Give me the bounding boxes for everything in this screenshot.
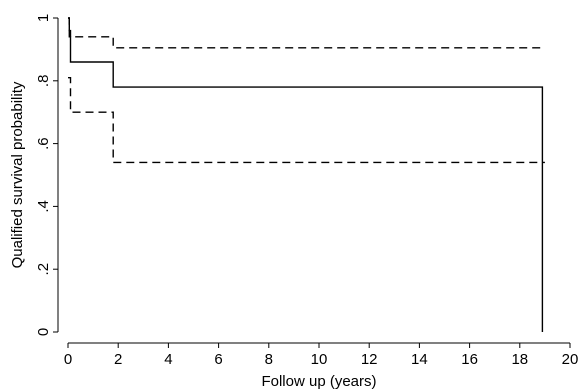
x-tick-label: 8: [265, 351, 273, 368]
y-tick-label: 1: [35, 14, 52, 22]
x-tick-label: 6: [214, 351, 222, 368]
x-tick-label: 20: [562, 351, 579, 368]
x-tick-label: 18: [511, 351, 528, 368]
x-tick-label: 4: [164, 351, 172, 368]
x-tick-label: 0: [64, 351, 72, 368]
x-ticks: 0 2 4 6 8 10 12 14 16 18 20: [64, 343, 579, 368]
y-tick-label: 0: [35, 328, 52, 336]
series-line-3: [68, 76, 545, 164]
x-axis-title: Follow up (years): [261, 373, 376, 390]
series-line-1: [68, 17, 544, 332]
x-tick-label: 16: [461, 351, 478, 368]
y-ticks: 0 .2 .4 .6 .8 1: [35, 14, 58, 336]
x-tick-label: 14: [411, 351, 428, 368]
x-tick-label: 12: [361, 351, 378, 368]
series-group: [68, 17, 545, 332]
y-tick-label: .8: [35, 75, 52, 88]
x-tick-label: 10: [311, 351, 328, 368]
y-tick-label: .4: [35, 200, 52, 213]
y-tick-label: .6: [35, 137, 52, 150]
axes: [57, 18, 570, 344]
series-line-2: [68, 17, 545, 49]
y-axis-title: Qualified survival probability: [9, 81, 26, 268]
y-tick-label: .2: [35, 263, 52, 276]
x-tick-label: 2: [114, 351, 122, 368]
